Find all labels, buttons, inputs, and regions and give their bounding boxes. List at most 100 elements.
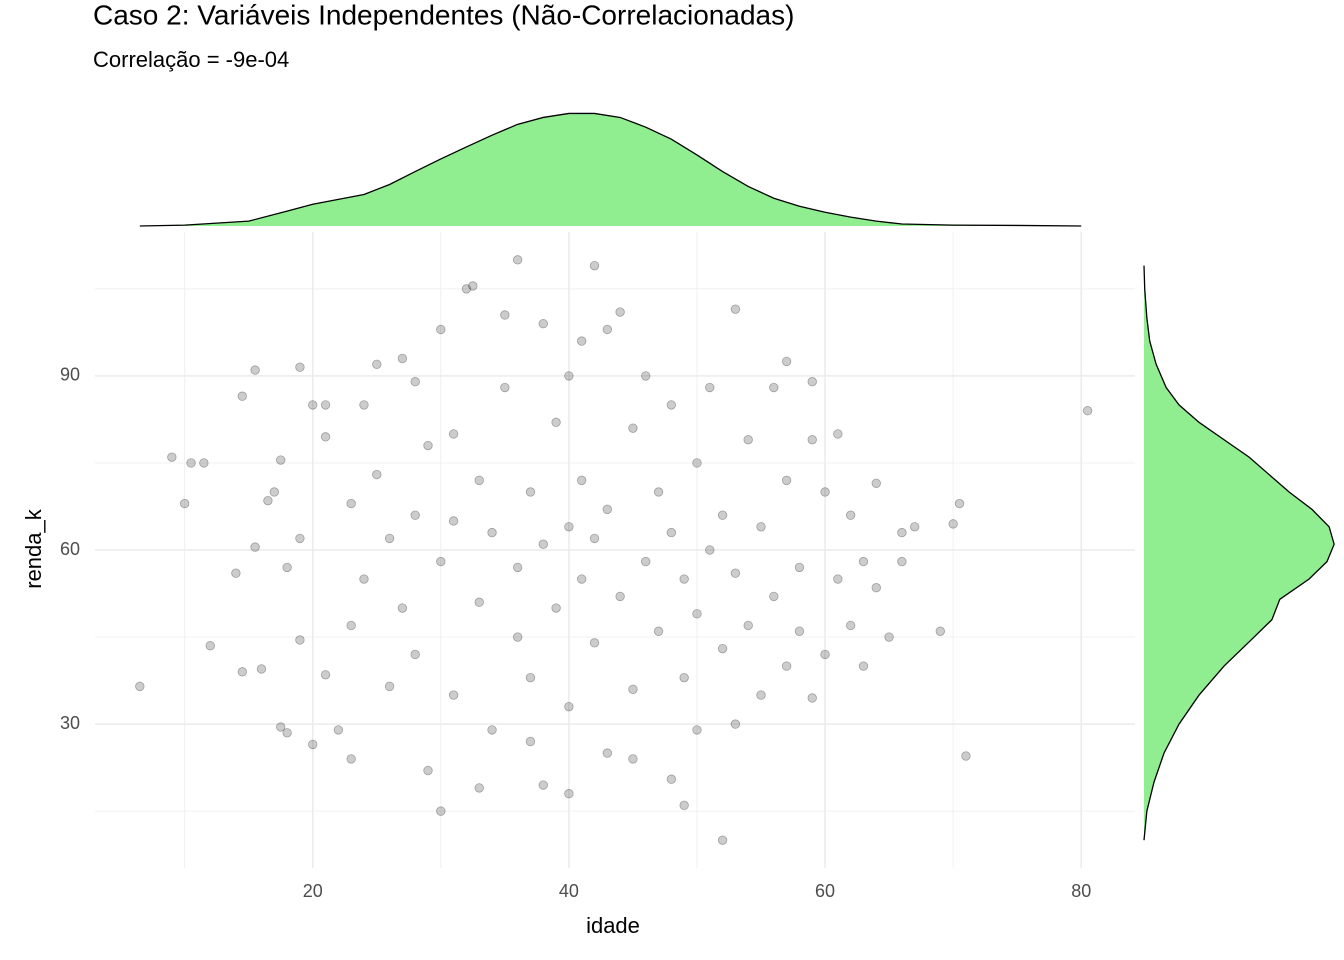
- point: [320, 400, 331, 410]
- point: [717, 835, 728, 845]
- point: [769, 382, 779, 393]
- point: [436, 556, 446, 567]
- point: [397, 353, 408, 364]
- x-tick-label: 60: [815, 881, 835, 901]
- point: [807, 377, 817, 387]
- point: [679, 574, 689, 584]
- point: [666, 774, 677, 784]
- point: [628, 754, 638, 764]
- point: [743, 620, 753, 631]
- point: [231, 568, 241, 578]
- point: [448, 690, 459, 700]
- point: [730, 568, 741, 578]
- point: [372, 469, 382, 480]
- point: [884, 632, 894, 642]
- point: [615, 591, 625, 602]
- y-density-area: [1144, 265, 1335, 841]
- point: [525, 736, 536, 747]
- point: [487, 725, 497, 735]
- point: [295, 362, 305, 372]
- point: [910, 522, 920, 532]
- point: [276, 722, 286, 732]
- point: [641, 371, 651, 381]
- point: [692, 609, 702, 619]
- point: [333, 725, 344, 735]
- point: [308, 400, 318, 410]
- point: [423, 765, 433, 776]
- point: [448, 429, 459, 439]
- point: [423, 440, 433, 451]
- x-density-area: [139, 113, 1082, 226]
- point: [743, 435, 753, 445]
- point: [346, 620, 356, 631]
- point: [897, 527, 907, 538]
- point: [576, 475, 587, 486]
- point: [410, 649, 420, 660]
- point: [948, 519, 958, 529]
- point: [468, 281, 478, 291]
- point: [487, 527, 497, 538]
- point: [564, 371, 574, 381]
- point: [602, 324, 613, 335]
- point: [384, 533, 395, 544]
- x-tick-label: 40: [559, 881, 579, 901]
- point: [730, 304, 741, 314]
- point: [679, 800, 689, 811]
- x-tick-label: 80: [1071, 881, 1091, 901]
- point: [705, 382, 715, 393]
- y-tick-label: 90: [60, 365, 80, 385]
- point: [295, 635, 305, 645]
- point: [781, 661, 792, 671]
- point: [807, 693, 817, 703]
- point: [717, 510, 728, 520]
- point: [781, 356, 792, 367]
- point: [538, 780, 548, 790]
- point: [576, 574, 587, 584]
- point: [179, 498, 190, 509]
- point: [961, 751, 971, 761]
- point: [833, 574, 843, 584]
- point: [461, 284, 472, 294]
- point: [237, 391, 247, 401]
- point: [359, 574, 369, 584]
- point: [653, 626, 664, 636]
- point: [474, 597, 484, 607]
- point: [756, 522, 766, 532]
- point: [730, 719, 741, 729]
- point: [807, 435, 817, 445]
- point: [602, 748, 613, 758]
- point: [1082, 406, 1093, 416]
- point: [589, 533, 600, 544]
- point: [935, 626, 946, 636]
- y-density-line: [1143, 265, 1335, 841]
- point: [436, 324, 446, 335]
- point: [641, 556, 651, 567]
- point: [320, 670, 331, 680]
- point: [295, 533, 305, 544]
- point: [346, 498, 356, 509]
- point: [794, 626, 805, 636]
- point: [692, 725, 702, 735]
- point: [794, 562, 805, 573]
- point: [833, 429, 843, 439]
- y-tick-label: 60: [60, 539, 80, 559]
- point: [858, 556, 869, 567]
- point: [628, 423, 638, 433]
- point: [679, 672, 689, 683]
- point: [237, 667, 247, 677]
- point: [282, 562, 292, 573]
- point: [410, 377, 420, 387]
- point: [666, 527, 677, 538]
- point: [372, 359, 382, 370]
- point: [820, 487, 830, 497]
- point: [871, 583, 881, 593]
- point: [512, 255, 523, 265]
- point: [564, 701, 574, 712]
- point: [205, 641, 215, 651]
- point: [756, 690, 766, 700]
- point: [666, 400, 677, 410]
- point: [551, 417, 561, 428]
- point: [845, 510, 856, 520]
- point: [263, 495, 273, 506]
